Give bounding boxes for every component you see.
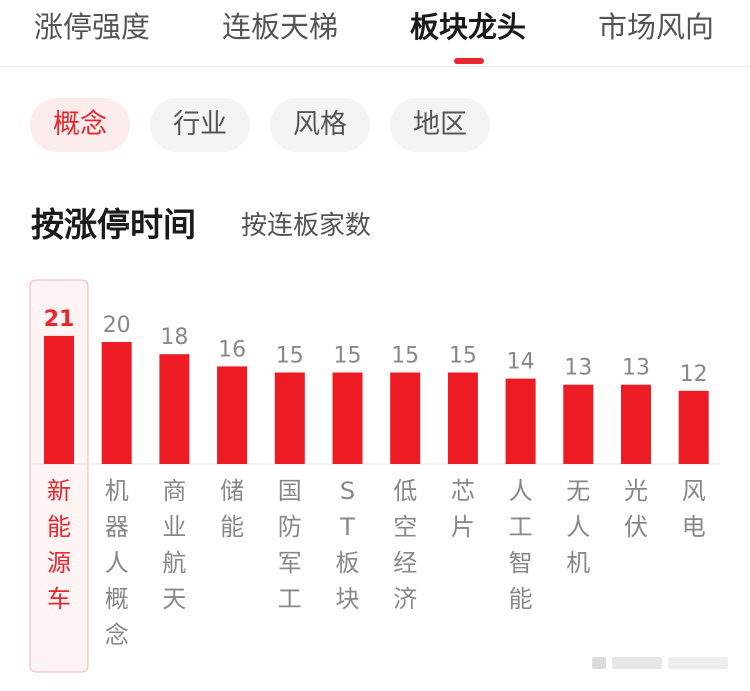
data-label-5: 15 [334,344,362,369]
data-label-0: 21 [44,307,75,332]
data-label-4: 15 [276,344,304,369]
tab-limit-up-strength[interactable]: 涨停强度 [34,10,151,44]
filter-chip-style[interactable]: 风格 [270,98,370,152]
tab-market-trend[interactable]: 市场风向 [598,10,715,44]
bar-7[interactable] [447,372,478,465]
data-label-1: 20 [103,313,131,338]
category-label-9: 无人机 [566,477,590,577]
category-label-0: 新能源车 [47,477,71,613]
bar-6[interactable] [390,372,421,465]
tab-sector-leaders[interactable]: 板块龙头 [410,10,527,44]
filter-chip-concept[interactable]: 概念 [30,98,130,152]
sort-by-limit-up-time[interactable]: 按涨停时间 [31,205,196,244]
bar-4[interactable] [274,372,305,465]
category-label-3: 储能 [220,477,244,541]
category-label-8: 人工智能 [509,477,533,613]
sort-by-consecutive-count[interactable]: 按连板家数 [241,211,372,241]
data-label-3: 16 [218,337,246,362]
data-label-6: 15 [391,344,419,369]
category-label-2: 商业航天 [162,477,186,613]
category-label-4: 国防军工 [278,477,302,613]
category-label-5: S T 板块 [336,477,360,613]
data-label-2: 18 [160,325,188,350]
category-label-11: 风电 [682,477,706,541]
category-label-7: 芯片 [451,477,475,541]
category-label-1: 机器人概念 [105,477,129,649]
bar-0[interactable] [44,335,74,464]
bar-5[interactable] [332,372,363,465]
bar-8[interactable] [505,378,536,464]
category-label-10: 光伏 [624,477,648,541]
filter-chip-region[interactable]: 地区 [390,98,490,152]
bar-1[interactable] [101,342,132,464]
tab-bar: 涨停强度 连板天梯 板块龙头 市场风向 [0,0,750,67]
data-label-9: 13 [564,356,592,381]
filter-chip-industry[interactable]: 行业 [150,98,250,152]
data-label-11: 12 [680,362,708,387]
watermark-logo [592,657,728,669]
bar-3[interactable] [217,366,248,464]
category-label-6: 低空经济 [393,477,417,613]
bar-10[interactable] [621,384,651,464]
bar-9[interactable] [563,384,594,464]
bar-11[interactable] [678,390,709,464]
bar-2[interactable] [159,354,190,464]
active-tab-indicator [454,58,484,64]
sector-bar-chart: 21 新能源车 20 机器人概念 18 商业航天 16 储能 15 国防军工 15 S T 板块 15 低空经… [29,279,720,673]
tab-consecutive-ladder[interactable]: 连板天梯 [222,10,339,44]
data-label-8: 14 [507,350,535,375]
data-label-10: 13 [622,356,650,381]
data-label-7: 15 [449,344,477,369]
